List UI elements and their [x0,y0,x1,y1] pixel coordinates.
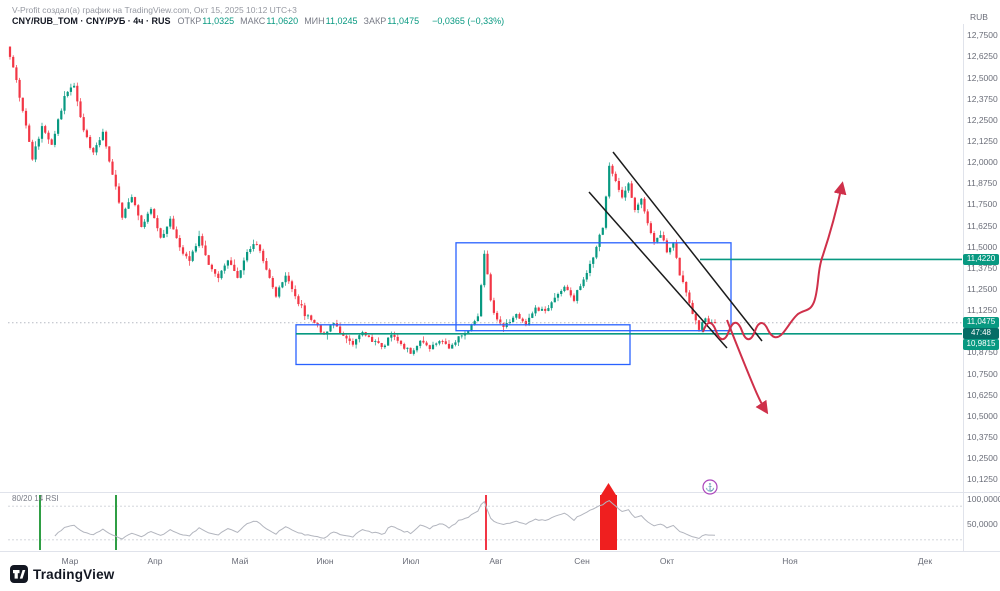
chart-attribution: V-Profit создал(а) график на TradingView… [12,5,297,15]
time-axis-month: Мар [61,556,79,566]
svg-text:⚓: ⚓ [705,482,715,492]
ohlc-field: ЗАКР11,0475 [363,16,420,26]
time-axis[interactable]: Мар Апр Май Июн Июл Авг Сен Окт Ноя Дек [0,552,963,570]
ohlc-values: ОТКР11,0325 МАКС11,0620 МИН11,0245 ЗАКР11,0… [178,16,426,26]
symbol-info-bar[interactable]: CNY/RUB_TOM · CNY/РУБ · 4ч · RUS ОТКР11,… [12,16,504,26]
tradingview-logo[interactable]: TradingView [10,565,114,583]
tradingview-logo-text: TradingView [33,566,115,582]
drawn-arrow[interactable] [726,319,769,415]
rsi-line [54,500,716,540]
rsi-indicator[interactable] [8,483,962,550]
rectangle-drawing[interactable] [455,242,732,332]
rsi-indicator-label[interactable]: 80/20 14 RSI [12,494,59,503]
rectangle-drawing[interactable] [295,324,631,366]
ohlc-field: МАКС11,0620 [240,16,299,26]
time-axis-month: Май [231,556,249,566]
ohlc-field: ОТКР11,0325 [177,16,235,26]
drawing-annotations [295,151,962,415]
tradingview-logo-icon [10,565,28,583]
time-axis-month: Июл [402,556,420,566]
time-axis-month: Июн [316,556,334,566]
ohlc-field: МИН11,0245 [304,16,358,26]
pane-separators [0,24,1000,552]
trend-line[interactable] [612,151,763,342]
anchor-marker-icon[interactable]: ⚓ [702,479,718,495]
candles-layer [8,46,717,356]
time-axis-month: Апр [147,556,163,566]
time-axis-month: Ноя [782,556,798,566]
drawn-arrow[interactable] [702,181,847,341]
rsi-event-band[interactable] [600,495,617,550]
rsi-band-arrow [601,483,616,495]
trend-line[interactable] [588,191,728,349]
symbol-title[interactable]: CNY/RUB_TOM · CNY/РУБ · 4ч · RUS [12,16,171,26]
time-axis-month: Сен [574,556,590,566]
time-axis-month: Дек [917,556,933,566]
price-change: −0,0365 (−0,33%) [432,16,505,26]
time-axis-month: Окт [659,556,675,566]
time-axis-month: Авг [489,556,503,566]
